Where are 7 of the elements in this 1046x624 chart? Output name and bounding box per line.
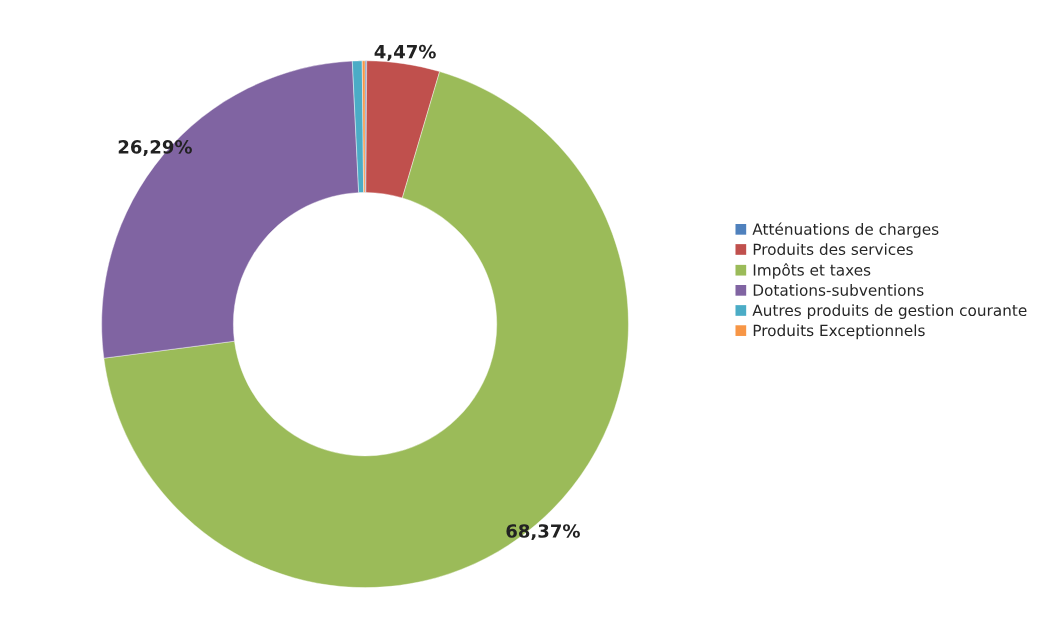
legend-label: Produits des services — [753, 243, 913, 256]
legend-label: Dotations-subventions — [753, 284, 924, 296]
legend-label: Produits Exceptionnels — [753, 324, 925, 340]
legend-label: Autres produits de gestion courante — [752, 304, 1027, 319]
data-label: 4,47% — [374, 44, 436, 61]
legend-label: Impôts et taxes — [753, 263, 871, 279]
legend-label: Atténuations de charges — [752, 222, 939, 238]
